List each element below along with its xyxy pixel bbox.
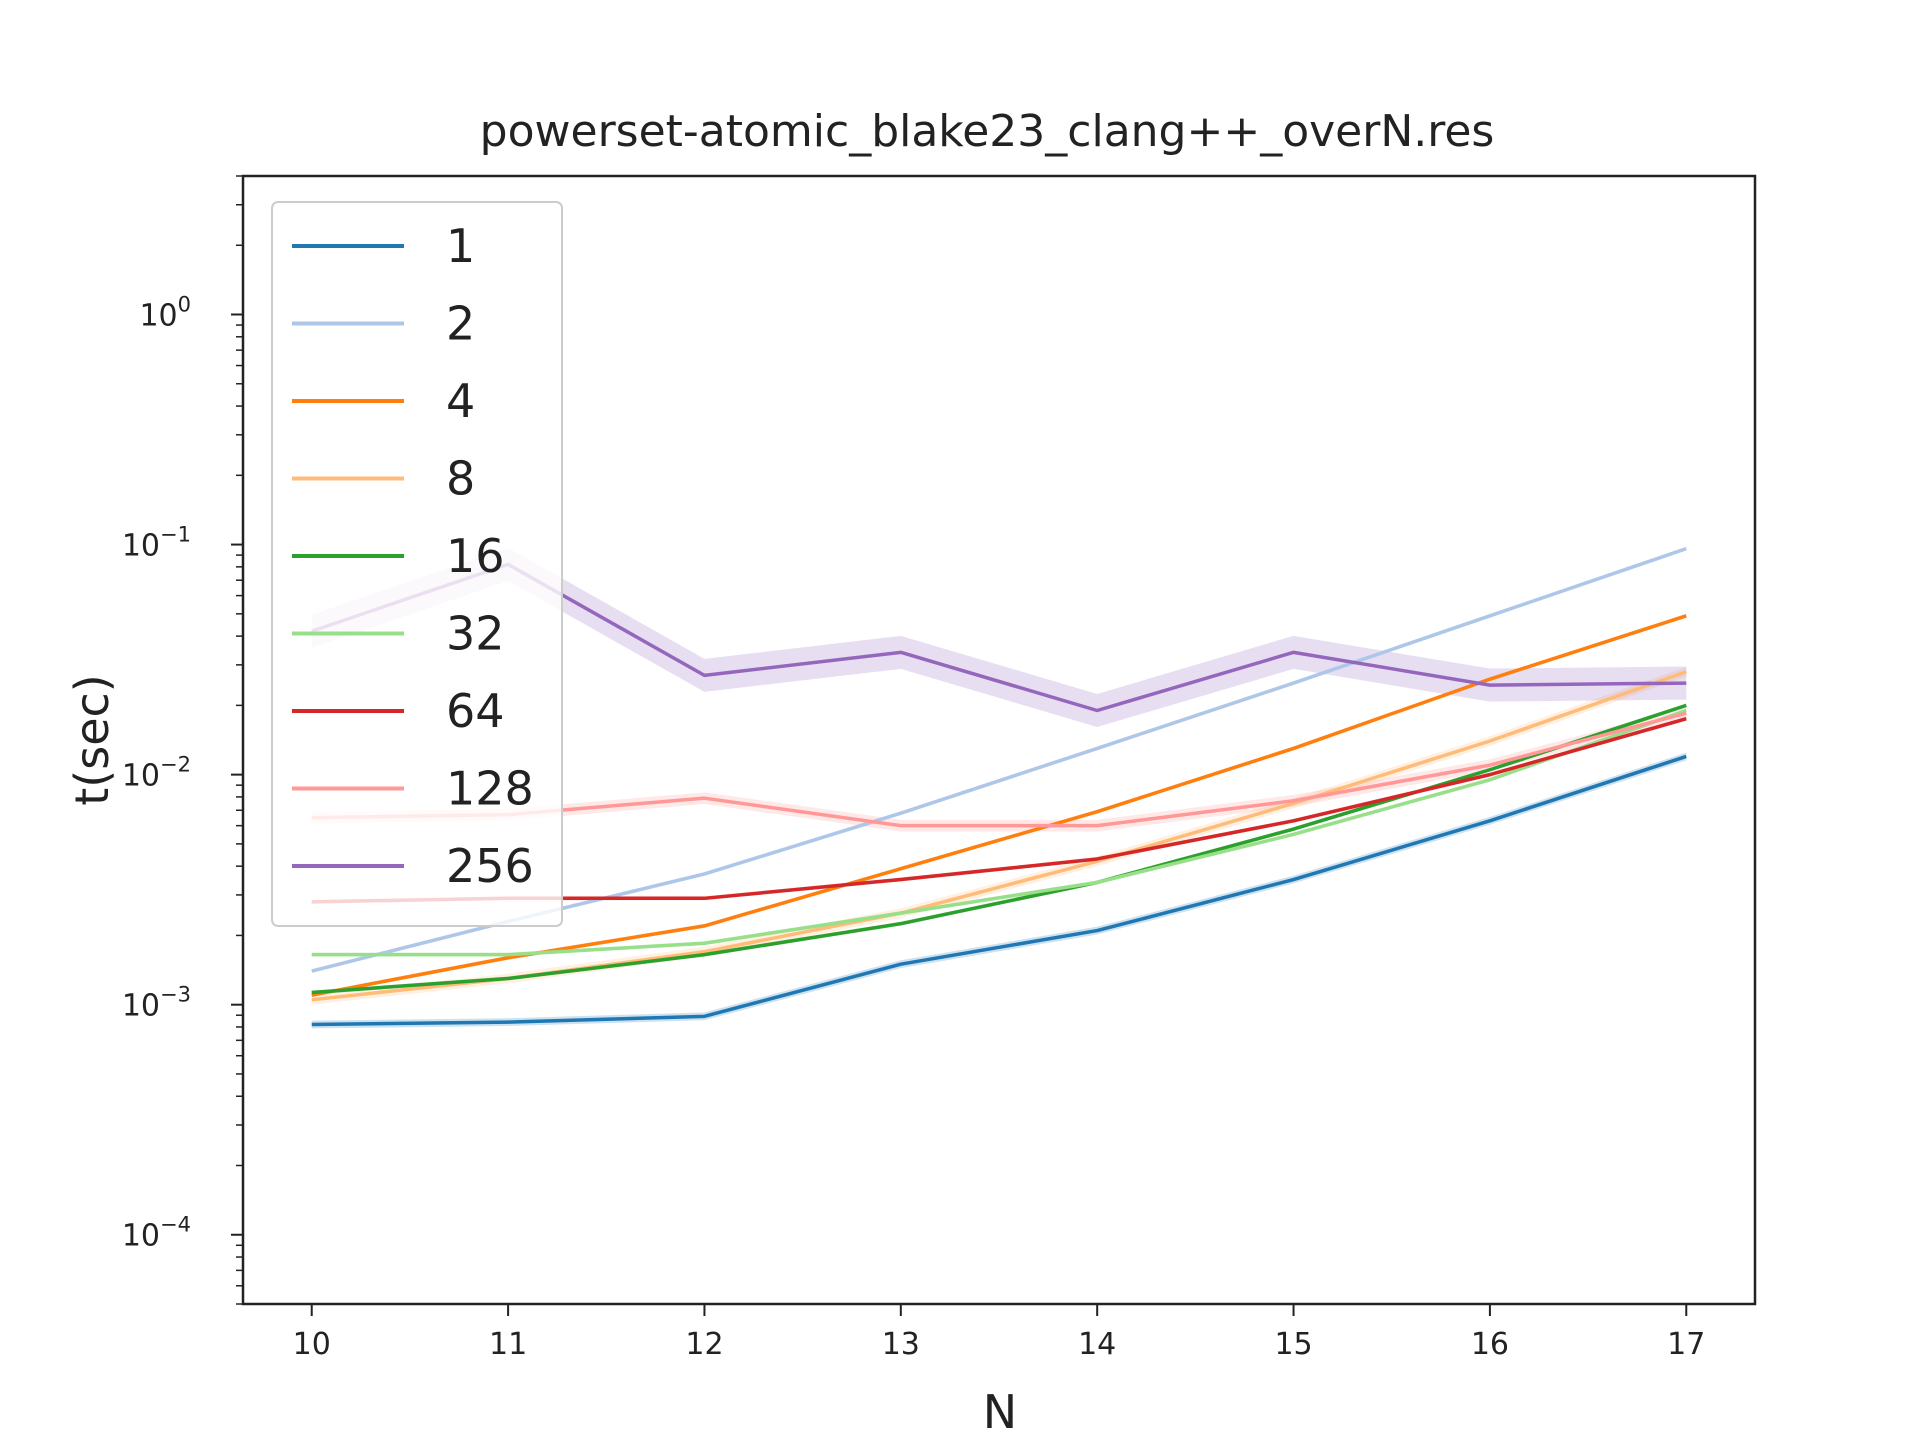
series-line-1 <box>311 754 1687 1027</box>
y-tick-label: 10−4 <box>122 1213 191 1254</box>
legend-label-128: 128 <box>446 762 534 816</box>
legend: 1 2 4 8 16 32 64 128 256 <box>271 201 563 927</box>
legend-label-32: 32 <box>446 607 505 661</box>
x-axis-label: N <box>983 1385 1017 1439</box>
series-line-16 <box>311 703 1687 995</box>
legend-label-1: 1 <box>446 219 475 273</box>
x-tick-label: 14 <box>1078 1327 1116 1362</box>
x-tick-label: 12 <box>685 1327 723 1362</box>
series-line-32 <box>311 708 1687 957</box>
x-tick-label: 16 <box>1471 1327 1509 1362</box>
legend-label-4: 4 <box>446 374 475 428</box>
chart-title: powerset-atomic_blake23_clang++_overN.re… <box>480 106 1495 157</box>
plot-frame <box>241 174 1757 1306</box>
y-tick-label: 100 <box>139 293 191 334</box>
x-axis: 10 11 12 13 14 15 16 17 <box>293 1304 1705 1362</box>
y-tick-label: 10−1 <box>122 523 191 564</box>
legend-label-256: 256 <box>446 839 534 893</box>
x-tick-label: 11 <box>489 1327 527 1362</box>
y-tick-label: 10−2 <box>122 753 191 794</box>
legend-label-16: 16 <box>446 529 505 583</box>
y-tick-label: 10−3 <box>122 983 191 1024</box>
legend-box <box>271 201 563 927</box>
x-tick-label: 17 <box>1667 1327 1705 1362</box>
series-lines <box>311 546 1687 1027</box>
y-axis: 10−4 10−3 10−2 10−1 100 <box>122 175 243 1305</box>
confidence-band-128 <box>311 707 1687 832</box>
x-tick-label: 15 <box>1274 1327 1312 1362</box>
x-tick-label: 10 <box>293 1327 331 1362</box>
y-axis-label: t(sec) <box>65 674 119 806</box>
legend-label-2: 2 <box>446 297 475 351</box>
confidence-band-256 <box>311 547 1687 728</box>
plot-area <box>311 546 1687 1029</box>
legend-label-64: 64 <box>446 684 505 738</box>
x-tick-label: 13 <box>882 1327 920 1362</box>
legend-label-8: 8 <box>446 452 475 506</box>
confidence-bands <box>311 546 1687 1029</box>
